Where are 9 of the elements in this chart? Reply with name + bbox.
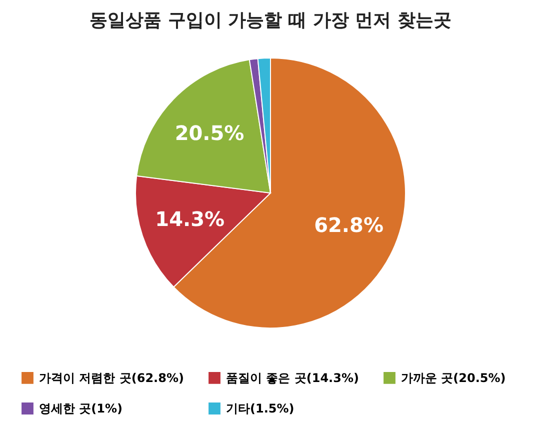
legend-label: 품질이 좋은 곳(14.3%) bbox=[226, 370, 359, 385]
legend-label: 가까운 곳(20.5%) bbox=[401, 370, 506, 385]
legend-label: 가격이 저렴한 곳(62.8%) bbox=[39, 370, 184, 385]
data-label: 20.5% bbox=[174, 120, 244, 145]
legend-label: 영세한 곳(1%) bbox=[39, 402, 123, 416]
legend-label: 기타(1.5%) bbox=[226, 402, 294, 416]
data-label: 14.3% bbox=[155, 206, 225, 231]
data-label: 62.8% bbox=[314, 213, 384, 238]
chart-title: 동일상품 구입이 가능할 때 가장 먼저 찾는곳 bbox=[90, 10, 452, 31]
